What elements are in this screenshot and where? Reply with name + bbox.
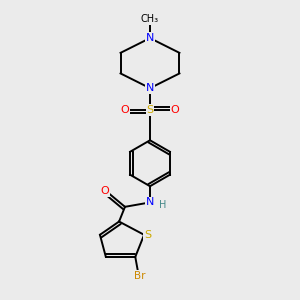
Text: O: O [121, 105, 129, 115]
Text: N: N [146, 83, 154, 93]
Text: O: O [171, 105, 179, 115]
Text: N: N [146, 33, 154, 43]
Text: H: H [159, 200, 166, 210]
Text: S: S [146, 105, 154, 115]
Text: N: N [146, 197, 154, 207]
Text: S: S [144, 230, 151, 240]
Text: O: O [100, 186, 109, 196]
Text: Br: Br [134, 271, 146, 281]
Text: CH₃: CH₃ [141, 14, 159, 24]
